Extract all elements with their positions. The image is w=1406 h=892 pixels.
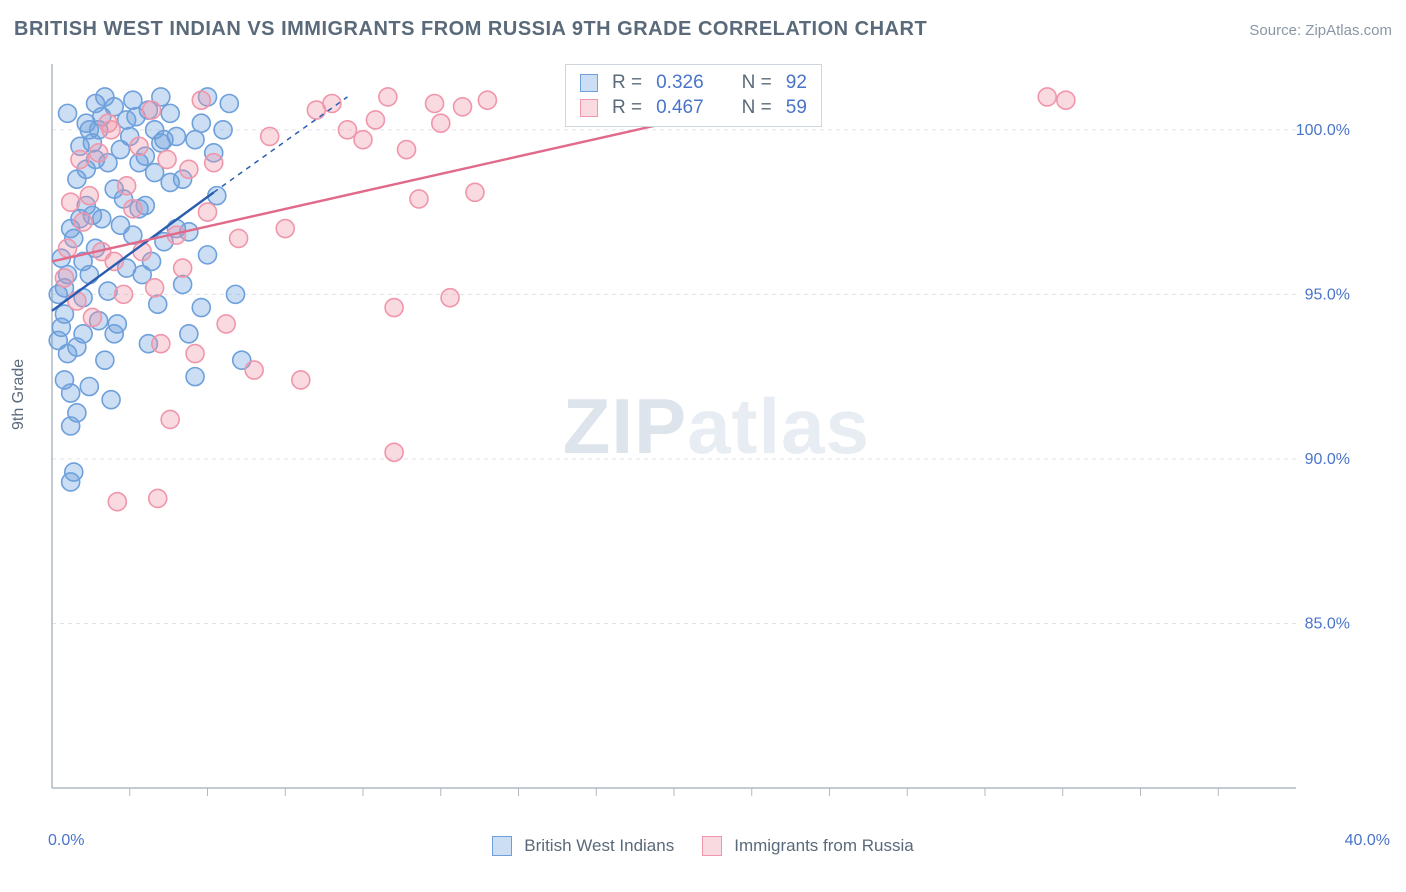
scatter-svg: 85.0% 90.0% 95.0% 100.0% <box>46 60 1356 802</box>
legend-swatch-bwi-icon <box>492 836 512 856</box>
legend-item-russia: Immigrants from Russia <box>702 836 913 856</box>
source-prefix: Source: <box>1249 22 1305 39</box>
r-value-bwi: 0.326 <box>656 71 704 96</box>
legend-item-bwi: British West Indians <box>492 836 674 856</box>
source-label: Source: ZipAtlas.com <box>1249 22 1392 39</box>
svg-text:100.0%: 100.0% <box>1296 122 1350 139</box>
plot-area: ZIPatlas 85.0%90.0%95.0%100.0% <box>46 60 1356 802</box>
stats-row-bwi: R = 0.326 N = 92 <box>580 71 807 96</box>
swatch-bwi-icon <box>580 74 598 92</box>
y-axis-label: 9th Grade <box>10 359 28 430</box>
swatch-russia-icon <box>580 99 598 117</box>
svg-text:90.0%: 90.0% <box>1305 451 1350 468</box>
n-value-bwi: 92 <box>786 71 807 96</box>
n-label-russia: N = <box>742 96 772 121</box>
legend-label-bwi: British West Indians <box>524 836 674 856</box>
n-value-russia: 59 <box>786 96 807 121</box>
svg-text:85.0%: 85.0% <box>1305 615 1350 632</box>
stats-legend-box: R = 0.326 N = 92 R = 0.467 N = 59 <box>565 64 822 127</box>
n-label-bwi: N = <box>742 71 772 96</box>
r-value-russia: 0.467 <box>656 96 704 121</box>
source-link[interactable]: ZipAtlas.com <box>1305 22 1392 39</box>
r-label-russia: R = <box>612 96 642 121</box>
chart-title: BRITISH WEST INDIAN VS IMMIGRANTS FROM R… <box>14 18 927 41</box>
legend-label-russia: Immigrants from Russia <box>734 836 913 856</box>
legend-swatch-russia-icon <box>702 836 722 856</box>
svg-text:95.0%: 95.0% <box>1305 286 1350 303</box>
r-label-bwi: R = <box>612 71 642 96</box>
stats-row-russia: R = 0.467 N = 59 <box>580 96 807 121</box>
chart-root: BRITISH WEST INDIAN VS IMMIGRANTS FROM R… <box>0 0 1406 892</box>
legend-bottom: British West Indians Immigrants from Rus… <box>0 836 1406 856</box>
